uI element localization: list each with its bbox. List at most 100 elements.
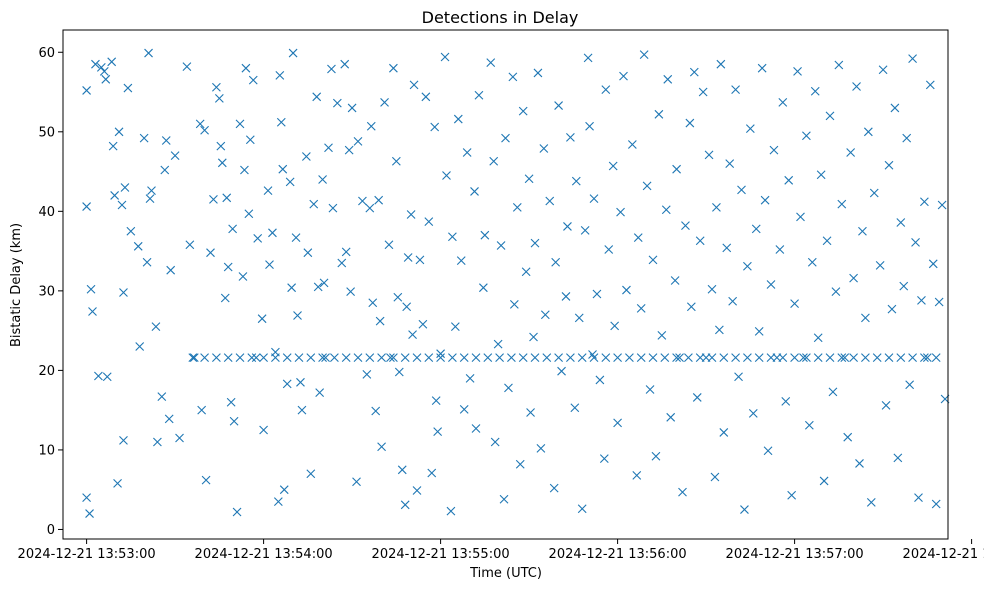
data-point	[427, 468, 437, 478]
data-point	[813, 333, 823, 343]
data-point	[530, 238, 540, 248]
data-point	[257, 314, 267, 324]
data-point	[585, 121, 594, 131]
data-point	[589, 353, 599, 363]
data-point	[456, 256, 466, 266]
data-point	[195, 119, 205, 129]
data-point	[147, 186, 156, 196]
data-point	[113, 478, 122, 488]
data-point	[714, 325, 724, 335]
data-point	[448, 353, 457, 363]
data-point	[226, 397, 236, 407]
data-point	[400, 353, 410, 363]
data-point	[725, 159, 735, 169]
data-point	[737, 185, 746, 195]
data-point	[279, 485, 289, 495]
data-point	[925, 80, 935, 90]
data-point	[766, 353, 776, 363]
chart-title: Detections in Delay	[422, 8, 579, 27]
data-point	[849, 273, 858, 283]
data-point	[928, 259, 938, 269]
data-point	[719, 428, 729, 437]
y-tick-label: 10	[38, 443, 55, 458]
data-point	[875, 261, 885, 270]
data-point	[170, 151, 180, 161]
data-point	[834, 60, 844, 70]
data-point	[831, 287, 841, 297]
data-point	[386, 353, 395, 363]
data-point	[695, 353, 705, 363]
data-point	[934, 297, 944, 307]
data-point	[341, 353, 351, 363]
data-point	[161, 136, 171, 145]
data-point	[837, 353, 847, 363]
data-point	[866, 498, 876, 507]
data-point	[896, 218, 906, 227]
data-point	[119, 435, 128, 445]
data-point	[412, 353, 422, 363]
data-point	[318, 175, 327, 184]
data-point	[294, 353, 304, 363]
data-point	[931, 499, 941, 509]
data-point	[707, 284, 717, 294]
data-point	[731, 85, 740, 95]
data-point	[433, 427, 443, 437]
data-point	[223, 353, 233, 363]
data-point	[212, 353, 221, 363]
data-point	[245, 135, 255, 145]
data-point	[654, 109, 664, 119]
data-point	[151, 322, 161, 332]
data-point	[259, 425, 268, 435]
data-point	[175, 433, 184, 443]
data-point	[278, 164, 288, 174]
data-point	[748, 408, 758, 418]
y-tick-label: 40	[38, 205, 55, 220]
data-point	[731, 353, 740, 363]
data-point	[442, 171, 451, 180]
data-point	[619, 71, 628, 81]
data-point	[931, 353, 941, 363]
data-point	[91, 59, 100, 69]
data-point	[743, 261, 752, 271]
y-axis-label: Bistatic Delay (km)	[9, 223, 24, 347]
data-point	[787, 490, 797, 500]
data-point	[899, 281, 909, 291]
data-point	[574, 313, 584, 323]
data-point	[352, 477, 361, 487]
data-point	[222, 193, 232, 203]
data-point	[648, 353, 658, 363]
data-point	[160, 165, 170, 175]
data-point	[781, 397, 791, 406]
data-point	[209, 195, 218, 204]
data-point	[599, 454, 609, 464]
data-point	[914, 493, 923, 503]
data-point	[754, 353, 764, 363]
data-point	[391, 156, 401, 166]
data-point	[784, 175, 794, 185]
data-point	[695, 236, 705, 246]
data-point	[570, 403, 580, 413]
data-point	[501, 133, 510, 143]
data-point	[436, 349, 445, 359]
data-point	[855, 459, 864, 468]
data-point	[577, 504, 587, 514]
data-point	[312, 92, 322, 102]
data-point	[778, 353, 788, 363]
data-point	[580, 226, 590, 235]
data-point	[185, 240, 195, 250]
data-point	[571, 176, 581, 186]
data-point	[353, 136, 363, 146]
data-point	[554, 101, 563, 110]
plot-frame	[62, 29, 949, 540]
data-point	[389, 63, 398, 73]
data-point	[533, 68, 543, 78]
data-point	[536, 443, 546, 453]
data-point	[518, 353, 528, 363]
data-point	[636, 303, 646, 313]
data-point	[670, 276, 680, 285]
data-point	[625, 353, 634, 363]
data-point	[436, 353, 445, 363]
data-point	[793, 66, 802, 76]
data-point	[760, 195, 770, 205]
